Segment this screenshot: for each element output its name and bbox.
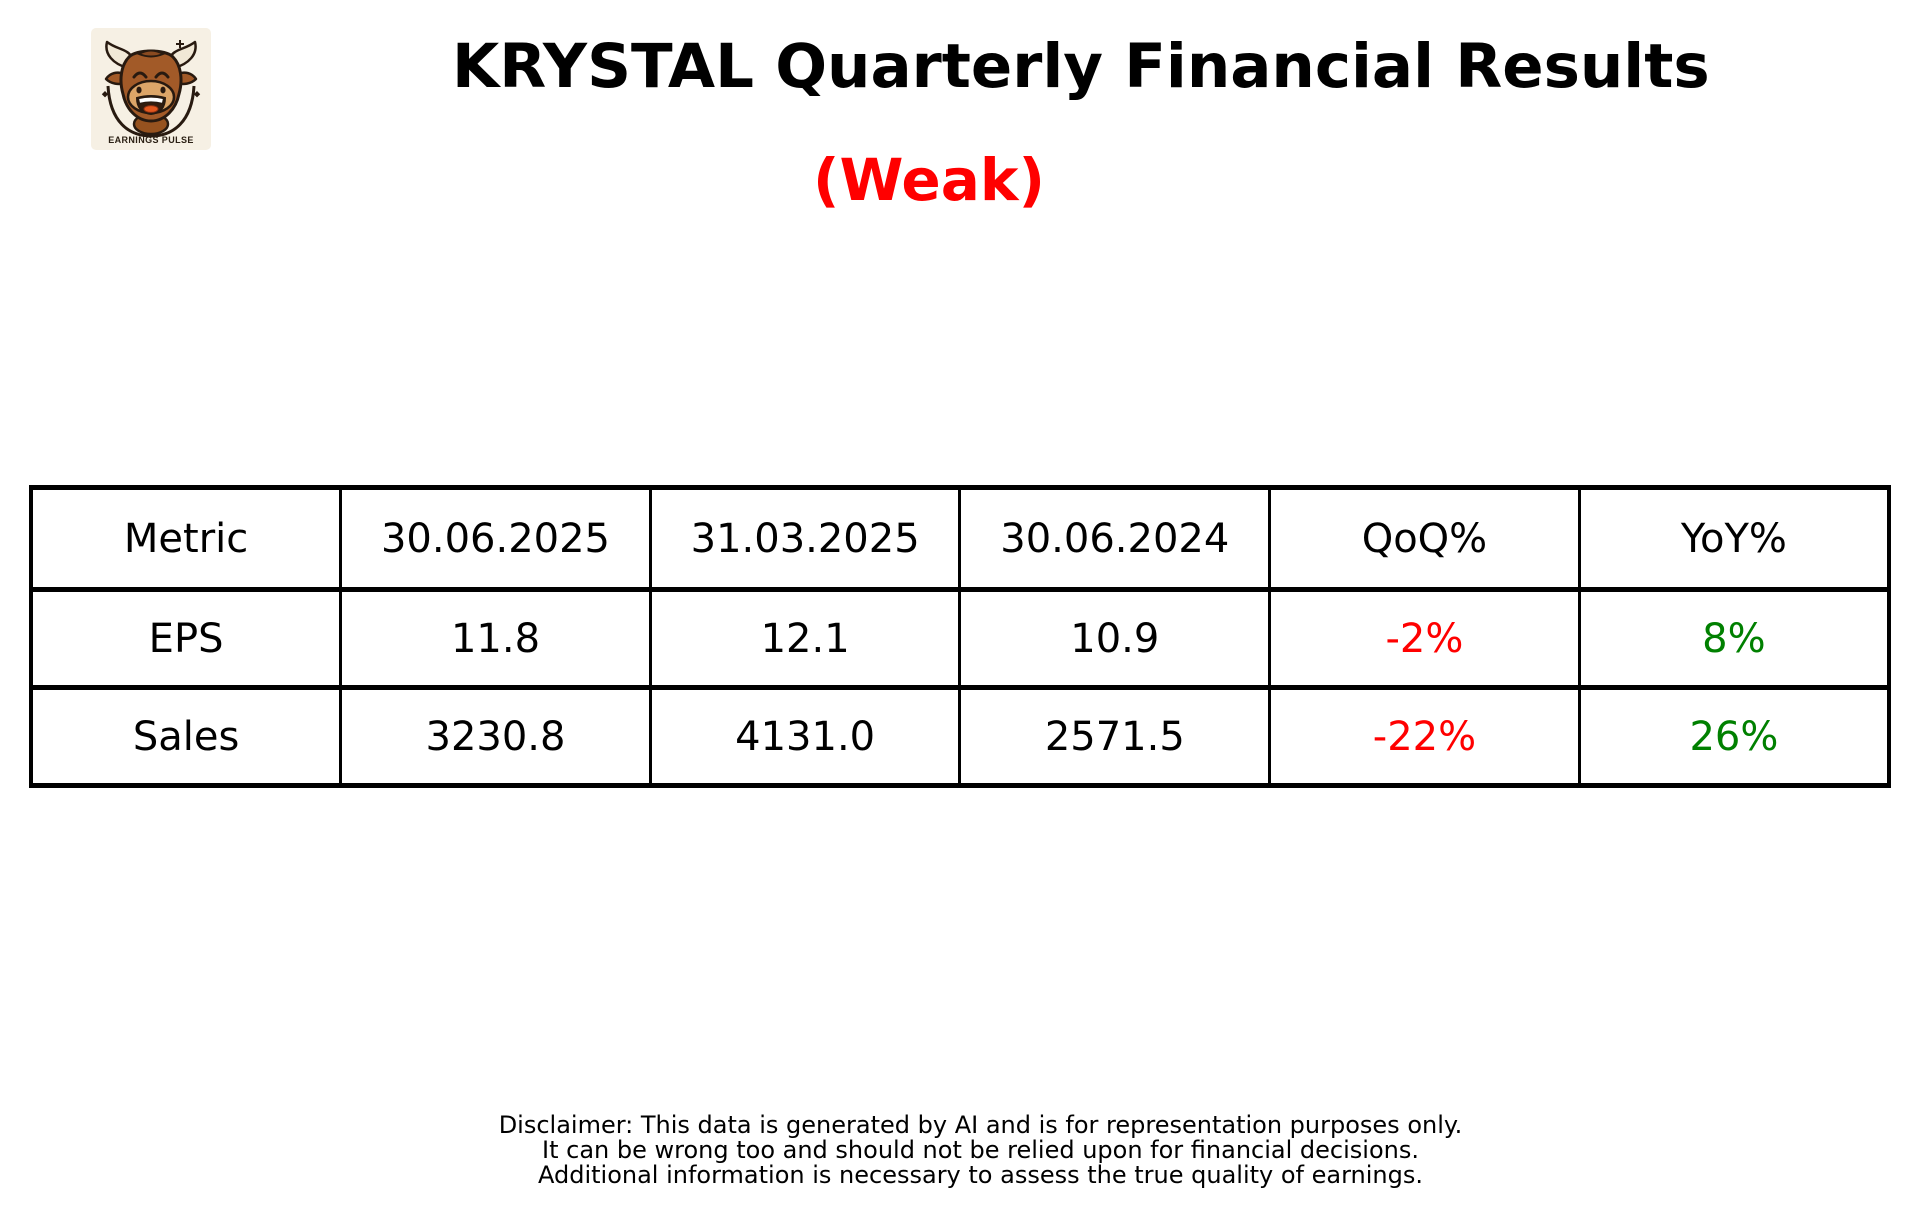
column-header-metric: Metric <box>29 485 343 592</box>
yoy-cell: 26% <box>1577 685 1891 788</box>
column-header-yoy: YoY% <box>1577 485 1891 592</box>
quarterly-results-table: Metric 30.06.2025 31.03.2025 30.06.2024 … <box>29 485 1891 788</box>
metric-cell: Sales <box>29 685 343 788</box>
disclaimer-line: Additional information is necessary to a… <box>537 1161 1423 1189</box>
earnings-pulse-logo: EARNINGS PULSE <box>91 28 211 150</box>
metric-cell: EPS <box>29 587 343 690</box>
value-cell: 2571.5 <box>958 685 1272 788</box>
value-cell: 12.1 <box>648 587 962 690</box>
value-cell: 3230.8 <box>339 685 652 788</box>
value-cell: 11.8 <box>339 587 652 690</box>
value-cell: 10.9 <box>958 587 1272 690</box>
table-row-eps: EPS 11.8 12.1 10.9 -2% 8% <box>29 587 1891 690</box>
column-header-current-quarter: 30.06.2025 <box>339 485 652 592</box>
disclaimer: Disclaimer: This data is generated by AI… <box>21 1113 1919 1188</box>
value-cell: 4131.0 <box>648 685 962 788</box>
disclaimer-line: It can be wrong too and should not be re… <box>542 1136 1419 1164</box>
column-header-previous-quarter: 31.03.2025 <box>648 485 962 592</box>
qoq-cell: -22% <box>1268 685 1581 788</box>
disclaimer-line: Disclaimer: This data is generated by AI… <box>498 1111 1463 1139</box>
yoy-cell: 8% <box>1577 587 1891 690</box>
qoq-cell: -2% <box>1268 587 1581 690</box>
column-header-qoq: QoQ% <box>1268 485 1581 592</box>
verdict-label: (Weak) <box>813 146 1045 214</box>
page-title: KRYSTAL Quarterly Financial Results <box>452 31 1710 102</box>
bull-mascot-icon <box>101 40 201 138</box>
logo-brand-text: EARNINGS PULSE <box>108 135 194 145</box>
column-header-year-ago-quarter: 30.06.2024 <box>958 485 1272 592</box>
header-row: Metric 30.06.2025 31.03.2025 30.06.2024 … <box>29 485 1891 592</box>
table-row-sales: Sales 3230.8 4131.0 2571.5 -22% 26% <box>29 685 1891 788</box>
